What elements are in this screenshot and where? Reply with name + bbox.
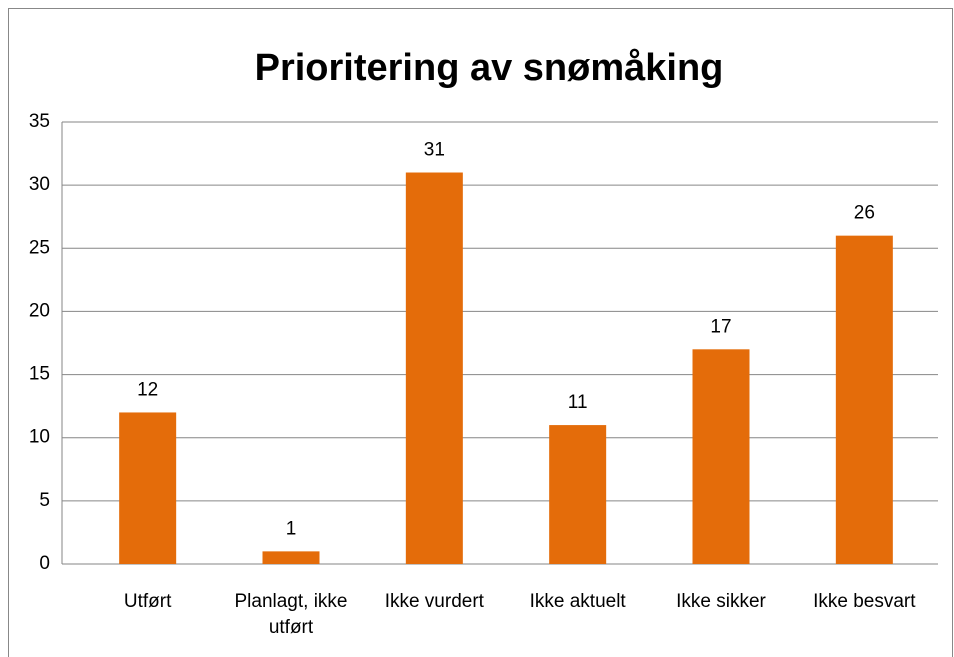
chart-title: Prioritering av snømåking: [255, 47, 724, 89]
y-tick-label: 0: [39, 553, 50, 574]
bar: [692, 349, 750, 564]
y-tick-label: 25: [29, 237, 50, 258]
bar: [835, 235, 893, 564]
value-label: 11: [568, 392, 588, 413]
y-tick-label: 30: [29, 174, 50, 195]
bar: [405, 172, 463, 564]
x-tick-label: Planlagt, ikke utført: [234, 591, 348, 638]
y-tick-label: 35: [29, 111, 50, 132]
y-tick-label: 10: [29, 427, 50, 448]
x-tick-label: Ikke vurdert: [384, 591, 484, 612]
x-tick-label: Ikke sikker: [676, 591, 766, 612]
x-tick-label: Ikke aktuelt: [529, 591, 626, 612]
value-label: 26: [854, 203, 875, 224]
y-tick-label: 5: [39, 490, 50, 511]
x-tick-label: Utført: [123, 591, 172, 612]
bar: [549, 425, 607, 564]
value-label: 12: [137, 379, 158, 400]
y-tick-label: 15: [29, 364, 50, 385]
value-label: 17: [710, 316, 731, 337]
y-tick-label: 20: [29, 300, 50, 321]
chart-border: [8, 8, 953, 657]
x-tick-label: Ikke besvart: [813, 591, 916, 612]
value-label: 1: [286, 518, 297, 539]
bar: [262, 551, 320, 564]
bar: [119, 412, 177, 564]
value-label: 31: [424, 140, 445, 161]
